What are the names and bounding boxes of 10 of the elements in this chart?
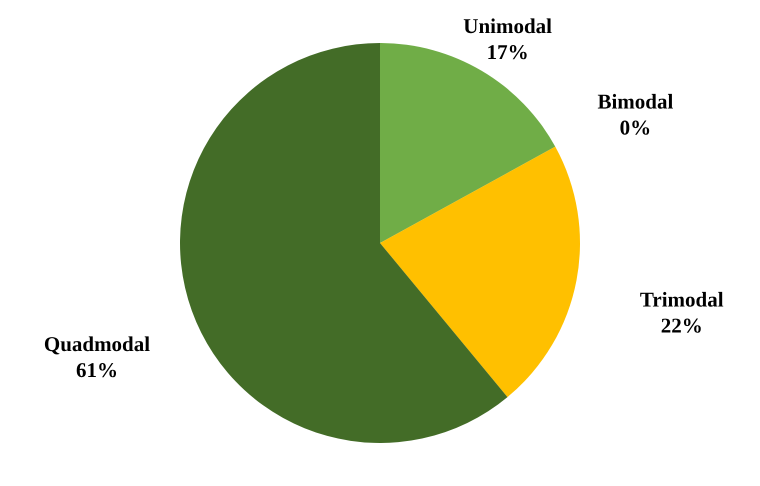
pie-slice [380,43,556,243]
data-label: 22% [660,314,703,338]
slice-label: Trimodal [640,288,724,312]
data-label: 17% [486,40,529,64]
slice-label: Unimodal [463,14,552,38]
data-label: 61% [76,358,118,382]
category-label: Bimodal [597,90,674,114]
slice-label: Quadmodal [44,332,150,356]
pie-slice [380,146,580,398]
text: 0% [620,116,652,140]
